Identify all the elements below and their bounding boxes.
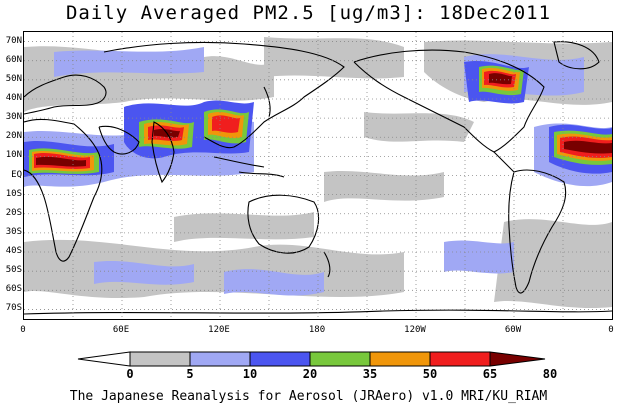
lat-label: 30S bbox=[5, 226, 22, 237]
colorbar-segment bbox=[77, 351, 131, 367]
lon-label: 0 bbox=[20, 325, 26, 335]
lat-label: 50S bbox=[5, 265, 22, 276]
colorbar-label: 20 bbox=[302, 367, 318, 381]
lon-label: 60E bbox=[112, 325, 130, 335]
lat-label: 50N bbox=[5, 73, 22, 84]
colorbar-segment bbox=[249, 351, 311, 367]
lat-label: EQ bbox=[11, 169, 22, 180]
lat-label: 10S bbox=[5, 188, 22, 199]
lat-label: 20N bbox=[5, 131, 22, 142]
colorbar-segment bbox=[189, 351, 251, 367]
colorbar-segment bbox=[429, 351, 491, 367]
lon-label: 0 bbox=[608, 325, 614, 335]
lon-label: 180 bbox=[308, 325, 326, 335]
lat-label: 30N bbox=[5, 112, 22, 123]
lat-label: 70S bbox=[5, 303, 22, 314]
colorbar-label: 5 bbox=[186, 367, 194, 381]
lat-label: 70N bbox=[5, 35, 22, 46]
lon-label: 60W bbox=[504, 325, 522, 335]
colorbar-segment bbox=[129, 351, 191, 367]
map-canvas bbox=[24, 32, 612, 319]
colorbar-label: 50 bbox=[422, 367, 438, 381]
lat-label: 40S bbox=[5, 246, 22, 257]
lat-label: 20S bbox=[5, 207, 22, 218]
colorbar-segment bbox=[309, 351, 371, 367]
colorbar-label: 35 bbox=[362, 367, 378, 381]
colorbar-segment bbox=[369, 351, 431, 367]
map-title: Daily Averaged PM2.5 [ug/m3]: 18Dec2011 bbox=[65, 2, 552, 24]
pm25-map bbox=[23, 31, 613, 320]
coastlines bbox=[24, 41, 612, 315]
colorbar-label: 65 bbox=[482, 367, 498, 381]
lat-label: 60N bbox=[5, 54, 22, 65]
haze-level-80 bbox=[36, 73, 612, 167]
colorbar-label: 0 bbox=[126, 367, 134, 381]
lon-label: 120E bbox=[208, 325, 230, 335]
colorbar-label: 80 bbox=[542, 367, 558, 381]
colorbar-segment bbox=[489, 351, 546, 367]
lat-label: 40N bbox=[5, 92, 22, 103]
lat-label: 10N bbox=[5, 150, 22, 161]
lon-label: 120W bbox=[404, 325, 426, 335]
credit-line: The Japanese Reanalysis for Aerosol (JRA… bbox=[69, 389, 548, 404]
colorbar-label: 10 bbox=[242, 367, 258, 381]
lat-label: 60S bbox=[5, 284, 22, 295]
